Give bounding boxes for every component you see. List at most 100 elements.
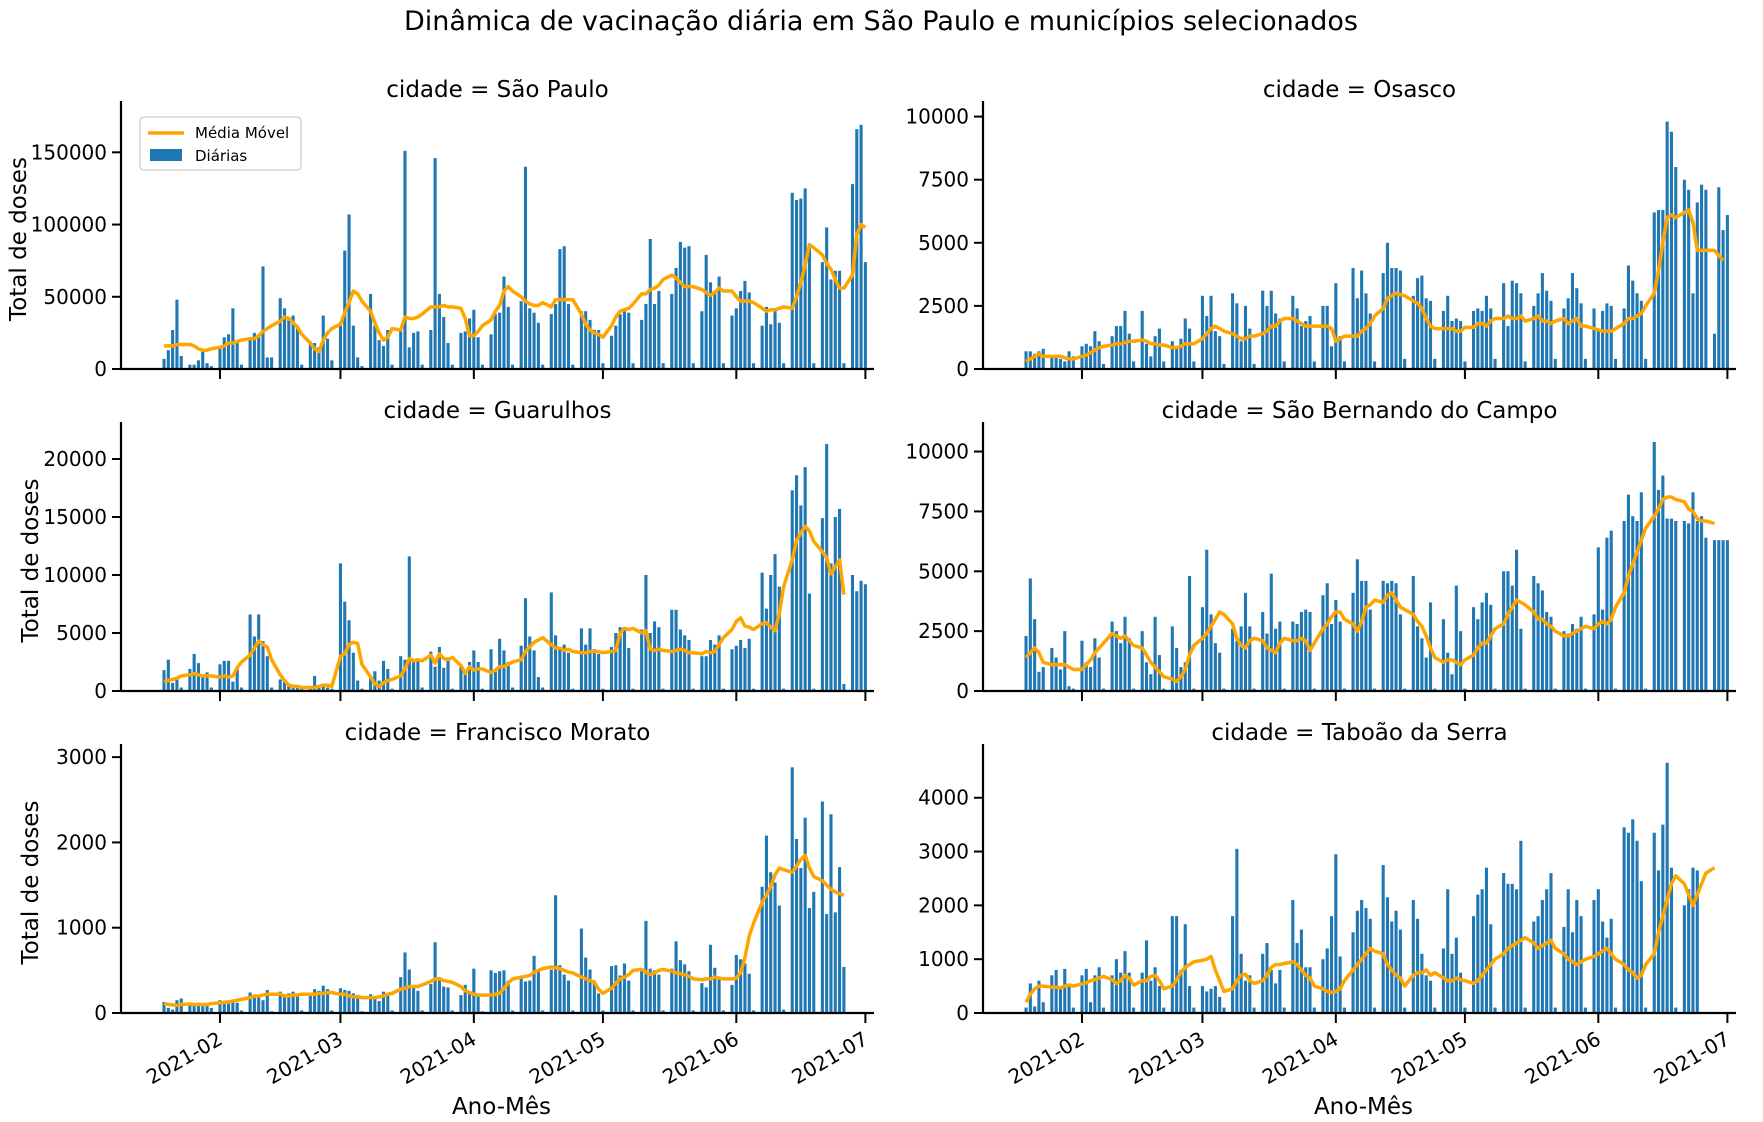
- daily-bar: [351, 993, 355, 1013]
- daily-bar: [812, 363, 816, 369]
- daily-bar: [1454, 937, 1458, 1013]
- daily-bar: [338, 325, 342, 369]
- daily-bar: [648, 239, 652, 369]
- daily-bar: [519, 977, 523, 1013]
- daily-bar: [1097, 341, 1101, 369]
- daily-bar: [674, 267, 678, 369]
- panel-5: cidade = Francisco Morato 0 1000 2000 3000 20…: [18, 720, 874, 1120]
- daily-bar: [1489, 308, 1493, 369]
- daily-bar: [523, 166, 528, 369]
- daily-bar: [1609, 305, 1613, 369]
- daily-bar: [1626, 832, 1630, 1013]
- daily-bar: [403, 952, 407, 1013]
- daily-bar: [528, 636, 532, 691]
- daily-bar: [1665, 762, 1669, 1013]
- daily-bar: [1114, 959, 1118, 1013]
- daily-bar: [708, 639, 713, 691]
- daily-bar: [1222, 363, 1226, 369]
- daily-bar: [536, 971, 540, 1013]
- daily-bar: [1424, 298, 1428, 369]
- daily-bar: [1231, 628, 1235, 691]
- daily-bar: [1308, 967, 1312, 1013]
- daily-bar: [747, 638, 751, 691]
- daily-bar: [838, 508, 842, 691]
- daily-bar: [1243, 980, 1248, 1013]
- daily-bar: [248, 992, 252, 1013]
- daily-bar: [1364, 580, 1368, 691]
- daily-bar: [807, 243, 812, 369]
- daily-bar: [1063, 631, 1067, 691]
- daily-bar: [1510, 280, 1514, 369]
- legend-label-moving-average: Média Móvel: [195, 124, 289, 142]
- daily-bar: [1033, 619, 1037, 691]
- daily-bar: [1041, 667, 1045, 691]
- panel-title: cidade = Francisco Morato: [345, 720, 651, 746]
- daily-bar: [1622, 308, 1626, 369]
- daily-bar: [683, 247, 687, 369]
- daily-bar: [1515, 549, 1519, 691]
- daily-bar: [558, 649, 562, 691]
- daily-bar: [713, 644, 717, 691]
- daily-bar: [412, 659, 416, 691]
- daily-bar: [1476, 308, 1480, 369]
- daily-bar: [1424, 975, 1428, 1013]
- daily-bar: [579, 311, 583, 369]
- daily-bar: [231, 681, 235, 691]
- daily-bar: [829, 563, 833, 691]
- daily-bar: [403, 150, 407, 369]
- daily-bar: [622, 311, 626, 369]
- daily-bar: [588, 969, 592, 1013]
- daily-bar: [179, 687, 183, 691]
- daily-bar: [442, 986, 446, 1013]
- daily-bar: [1373, 361, 1377, 369]
- daily-bar: [1325, 948, 1329, 1013]
- daily-bar: [347, 990, 351, 1013]
- daily-bar: [777, 322, 781, 369]
- daily-bar: [1631, 280, 1635, 369]
- daily-bar: [1540, 899, 1544, 1013]
- daily-bar: [691, 688, 695, 691]
- daily-bar: [1609, 530, 1613, 691]
- y-tick-label: 150000: [31, 140, 107, 164]
- daily-bar: [1570, 623, 1575, 691]
- daily-bar: [1140, 972, 1144, 1013]
- daily-bar: [678, 960, 682, 1013]
- daily-bar: [1575, 628, 1579, 691]
- daily-bar: [528, 308, 532, 369]
- daily-bar: [1312, 688, 1316, 691]
- daily-bar: [1089, 1002, 1093, 1013]
- daily-bar: [369, 675, 373, 691]
- legend-bar-swatch: [150, 149, 182, 161]
- daily-bar: [1200, 986, 1204, 1013]
- daily-bar: [1596, 889, 1600, 1013]
- daily-bar: [218, 348, 222, 369]
- daily-bar: [476, 995, 480, 1013]
- daily-bar: [1252, 363, 1256, 369]
- daily-bar: [1515, 283, 1519, 369]
- daily-bar: [1265, 633, 1269, 691]
- daily-bar: [1295, 308, 1299, 369]
- daily-bar: [1119, 972, 1123, 1013]
- daily-bar: [627, 648, 631, 691]
- daily-bar: [1231, 293, 1235, 369]
- daily-bar: [1592, 614, 1596, 691]
- daily-bar: [584, 311, 588, 369]
- daily-bar: [597, 993, 601, 1013]
- daily-bar: [1536, 583, 1540, 691]
- daily-bar: [231, 1001, 235, 1013]
- daily-bar: [549, 969, 553, 1013]
- daily-bar: [1687, 523, 1691, 691]
- daily-bar: [1433, 688, 1437, 691]
- daily-bar: [829, 814, 833, 1013]
- daily-bar: [734, 308, 738, 369]
- daily-bar: [842, 363, 846, 369]
- daily-bar: [476, 337, 480, 369]
- daily-bar: [1269, 573, 1273, 691]
- daily-bar: [614, 965, 618, 1013]
- daily-bar: [1626, 494, 1630, 691]
- panel-title: cidade = Osasco: [1263, 77, 1456, 103]
- x-tick-label: 2021-04: [396, 1027, 480, 1090]
- daily-bar: [1261, 953, 1265, 1013]
- daily-bar: [764, 835, 768, 1013]
